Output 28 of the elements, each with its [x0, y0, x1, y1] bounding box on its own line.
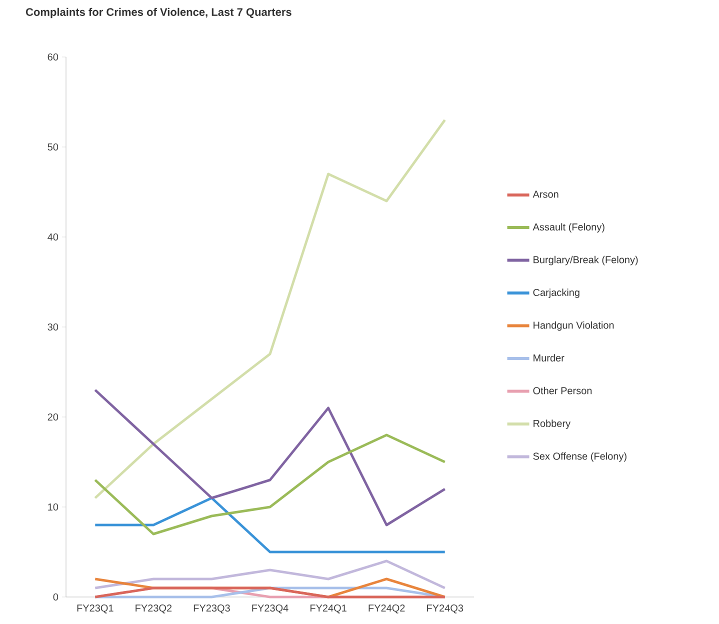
legend-label: Murder	[534, 354, 564, 362]
legend-label: Sex Offense (Felony)	[533, 452, 626, 462]
x-tick-label: FY23Q2	[136, 604, 172, 614]
y-tick-label: 60	[48, 53, 58, 61]
legend-label: Burglary/Break (Felony)	[534, 256, 638, 266]
line-series	[94, 118, 446, 500]
line-series	[94, 560, 446, 590]
legend-label: Assault (Felony)	[532, 223, 604, 232]
legend-label: Handgun Violation	[534, 321, 614, 331]
y-tick-label: 10	[48, 503, 58, 511]
line-series	[94, 434, 446, 536]
x-tick-label: FY24Q1	[310, 604, 346, 614]
y-tick-label: 30	[48, 323, 58, 331]
y-tick-label: 40	[48, 233, 58, 241]
line-series	[94, 388, 446, 526]
legend-label: Arson	[532, 190, 558, 198]
chart-title: Complaints for Crimes of Violence, Last 7 Quarters	[26, 8, 292, 18]
legend-label: Other Person	[533, 386, 592, 394]
x-tick-label: FY23Q4	[252, 604, 288, 614]
x-tick-label: FY23Q1	[77, 604, 114, 614]
y-tick-label: 0	[53, 593, 58, 601]
x-tick-label: FY23Q3	[194, 604, 230, 614]
legend-label: Robbery	[534, 420, 571, 429]
x-tick-label: FY24Q2	[368, 604, 405, 614]
y-tick-label: 50	[48, 143, 58, 151]
legend-label: Carjacking	[533, 288, 580, 298]
y-tick-label: 20	[48, 413, 58, 421]
x-tick-label: FY24Q3	[427, 604, 464, 614]
